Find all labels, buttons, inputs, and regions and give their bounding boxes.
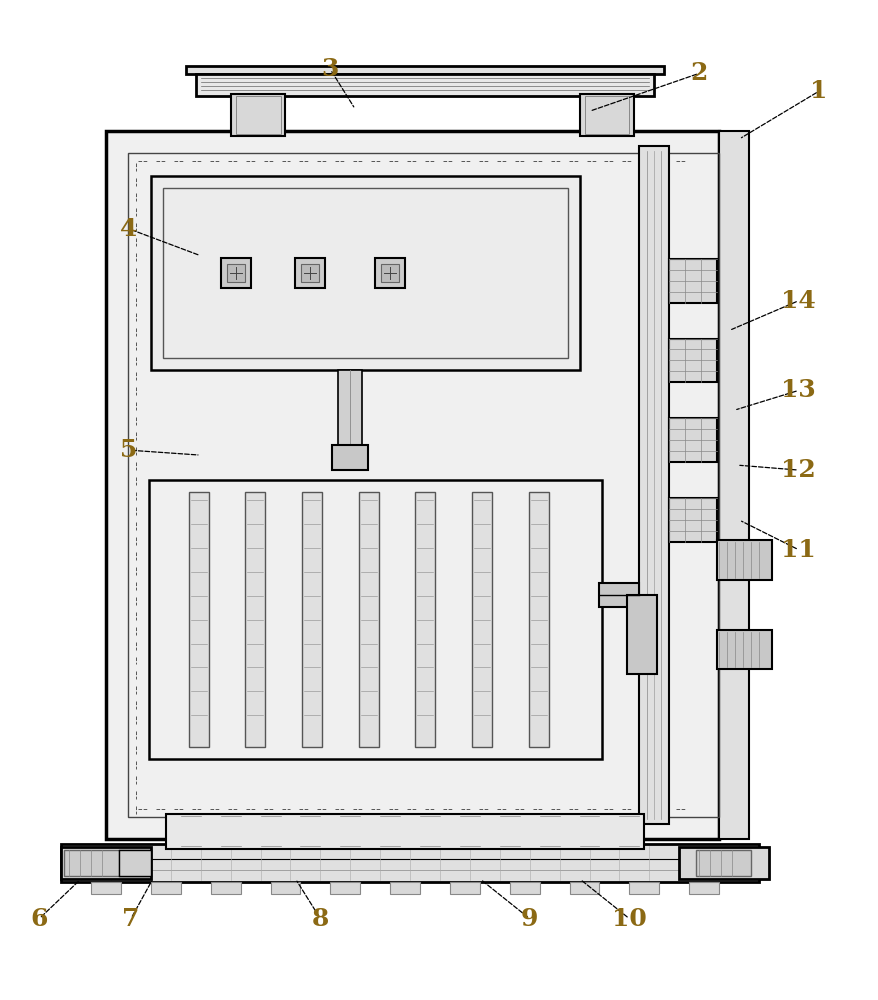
Text: 5: 5: [120, 438, 138, 462]
Bar: [61, 847, 151, 879]
Bar: [695, 850, 750, 876]
Bar: [227, 264, 244, 282]
Bar: [679, 847, 768, 879]
Bar: [629, 882, 658, 894]
Bar: [151, 176, 579, 370]
Bar: [579, 94, 634, 136]
Bar: [569, 882, 599, 894]
Bar: [638, 146, 668, 824]
Bar: [332, 445, 368, 470]
Bar: [627, 595, 657, 674]
Bar: [688, 882, 718, 894]
Bar: [338, 370, 362, 470]
Bar: [301, 264, 319, 282]
Bar: [196, 74, 653, 96]
Text: 11: 11: [781, 538, 816, 562]
Bar: [211, 882, 241, 894]
Bar: [61, 844, 758, 882]
Bar: [668, 259, 716, 303]
Bar: [189, 492, 208, 747]
Bar: [599, 583, 638, 607]
Bar: [375, 258, 405, 288]
Bar: [450, 882, 479, 894]
Bar: [166, 814, 644, 849]
Bar: [358, 492, 378, 747]
Bar: [230, 94, 285, 136]
Bar: [295, 258, 325, 288]
Bar: [718, 131, 748, 839]
Bar: [584, 96, 629, 134]
Bar: [415, 492, 435, 747]
Bar: [330, 882, 360, 894]
Bar: [148, 480, 601, 759]
Bar: [235, 96, 280, 134]
Bar: [716, 630, 771, 669]
Bar: [668, 498, 716, 542]
Bar: [668, 418, 716, 462]
Text: 9: 9: [521, 907, 538, 931]
Text: 6: 6: [31, 907, 48, 931]
Text: 12: 12: [781, 458, 816, 482]
Text: 8: 8: [312, 907, 328, 931]
Text: 14: 14: [781, 289, 816, 313]
Bar: [668, 339, 716, 382]
Text: 2: 2: [690, 61, 707, 85]
Bar: [302, 492, 321, 747]
Bar: [245, 492, 265, 747]
Bar: [390, 882, 420, 894]
Bar: [529, 492, 548, 747]
Bar: [509, 882, 539, 894]
Text: 7: 7: [122, 907, 140, 931]
Text: 1: 1: [810, 79, 826, 103]
Bar: [64, 850, 119, 876]
Bar: [128, 153, 718, 817]
Bar: [471, 492, 492, 747]
Text: 10: 10: [611, 907, 646, 931]
Bar: [162, 188, 567, 358]
Bar: [381, 264, 399, 282]
Bar: [106, 131, 718, 839]
Bar: [220, 258, 250, 288]
Bar: [119, 850, 151, 876]
Text: 4: 4: [120, 217, 138, 241]
Bar: [270, 882, 300, 894]
Bar: [716, 540, 771, 580]
Bar: [91, 882, 121, 894]
Bar: [185, 66, 664, 74]
Text: 3: 3: [321, 57, 339, 81]
Bar: [151, 882, 181, 894]
Text: 13: 13: [781, 378, 816, 402]
